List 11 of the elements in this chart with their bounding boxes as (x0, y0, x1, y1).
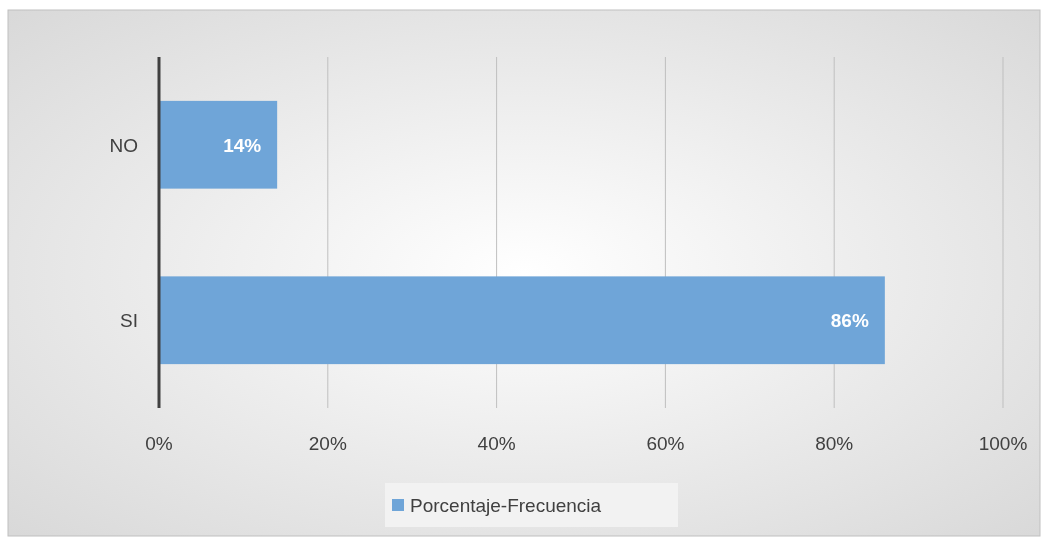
y-tick-label: NO (109, 134, 138, 156)
y-tick-label: SI (120, 310, 138, 332)
x-tick-label: 60% (646, 433, 685, 454)
legend-label: Porcentaje-Frecuencia (410, 495, 602, 516)
x-tick-label: 0% (145, 433, 173, 454)
x-tick-label: 100% (978, 433, 1028, 454)
data-label: 86% (830, 310, 869, 332)
data-label: 14% (223, 134, 262, 156)
x-tick-label: 80% (815, 433, 854, 454)
x-tick-label: 20% (308, 433, 347, 454)
x-tick-label: 40% (477, 433, 516, 454)
